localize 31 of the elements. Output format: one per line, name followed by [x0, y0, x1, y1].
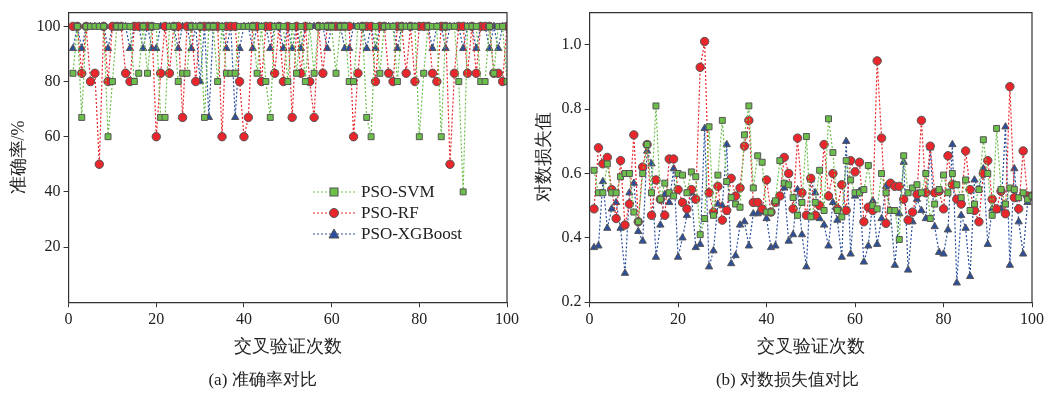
y-tick-label: 60	[44, 126, 61, 144]
x-tick-label: 100	[495, 310, 519, 327]
y-tick-label: 0.4	[561, 228, 582, 246]
x-tick-label: 100	[1020, 310, 1044, 327]
y-axis-title: 准确率/%	[7, 120, 28, 195]
x-axis-title: 交叉验证次数	[233, 335, 342, 356]
y-tick-label: 100	[36, 16, 61, 34]
text: (b) 对数损失值对比	[714, 369, 861, 391]
x-tick-label: 80	[411, 310, 428, 327]
x-tick-label: 60	[847, 310, 864, 327]
x-tick-label: 40	[235, 310, 252, 327]
y-tick-label: 20	[44, 237, 61, 255]
x-tick-label: 0	[64, 310, 73, 327]
x-tick-label: 40	[758, 310, 775, 327]
text: (a) 准确率对比	[207, 369, 318, 391]
legend-label: PSO-RF	[361, 202, 419, 224]
x-tick-label: 20	[148, 310, 165, 327]
y-tick-label: 1.0	[561, 34, 582, 52]
y-tick-label: 80	[44, 71, 61, 89]
y-tick-label: 40	[44, 182, 61, 200]
x-tick-label: 60	[323, 310, 340, 327]
legend-label: PSO-SVM	[361, 181, 435, 203]
x-axis-title: 交叉验证次数	[756, 335, 865, 356]
x-tick-label: 80	[935, 310, 952, 327]
x-tick-label: 0	[585, 310, 594, 327]
y-axis-title: 对数损失值	[532, 112, 553, 203]
legend-label: PSO-XGBoost	[361, 223, 463, 245]
y-tick-label: 0.2	[561, 292, 582, 310]
x-tick-label: 20	[670, 310, 687, 327]
y-tick-label: 0.6	[561, 163, 582, 181]
y-tick-label: 0.8	[561, 99, 582, 117]
